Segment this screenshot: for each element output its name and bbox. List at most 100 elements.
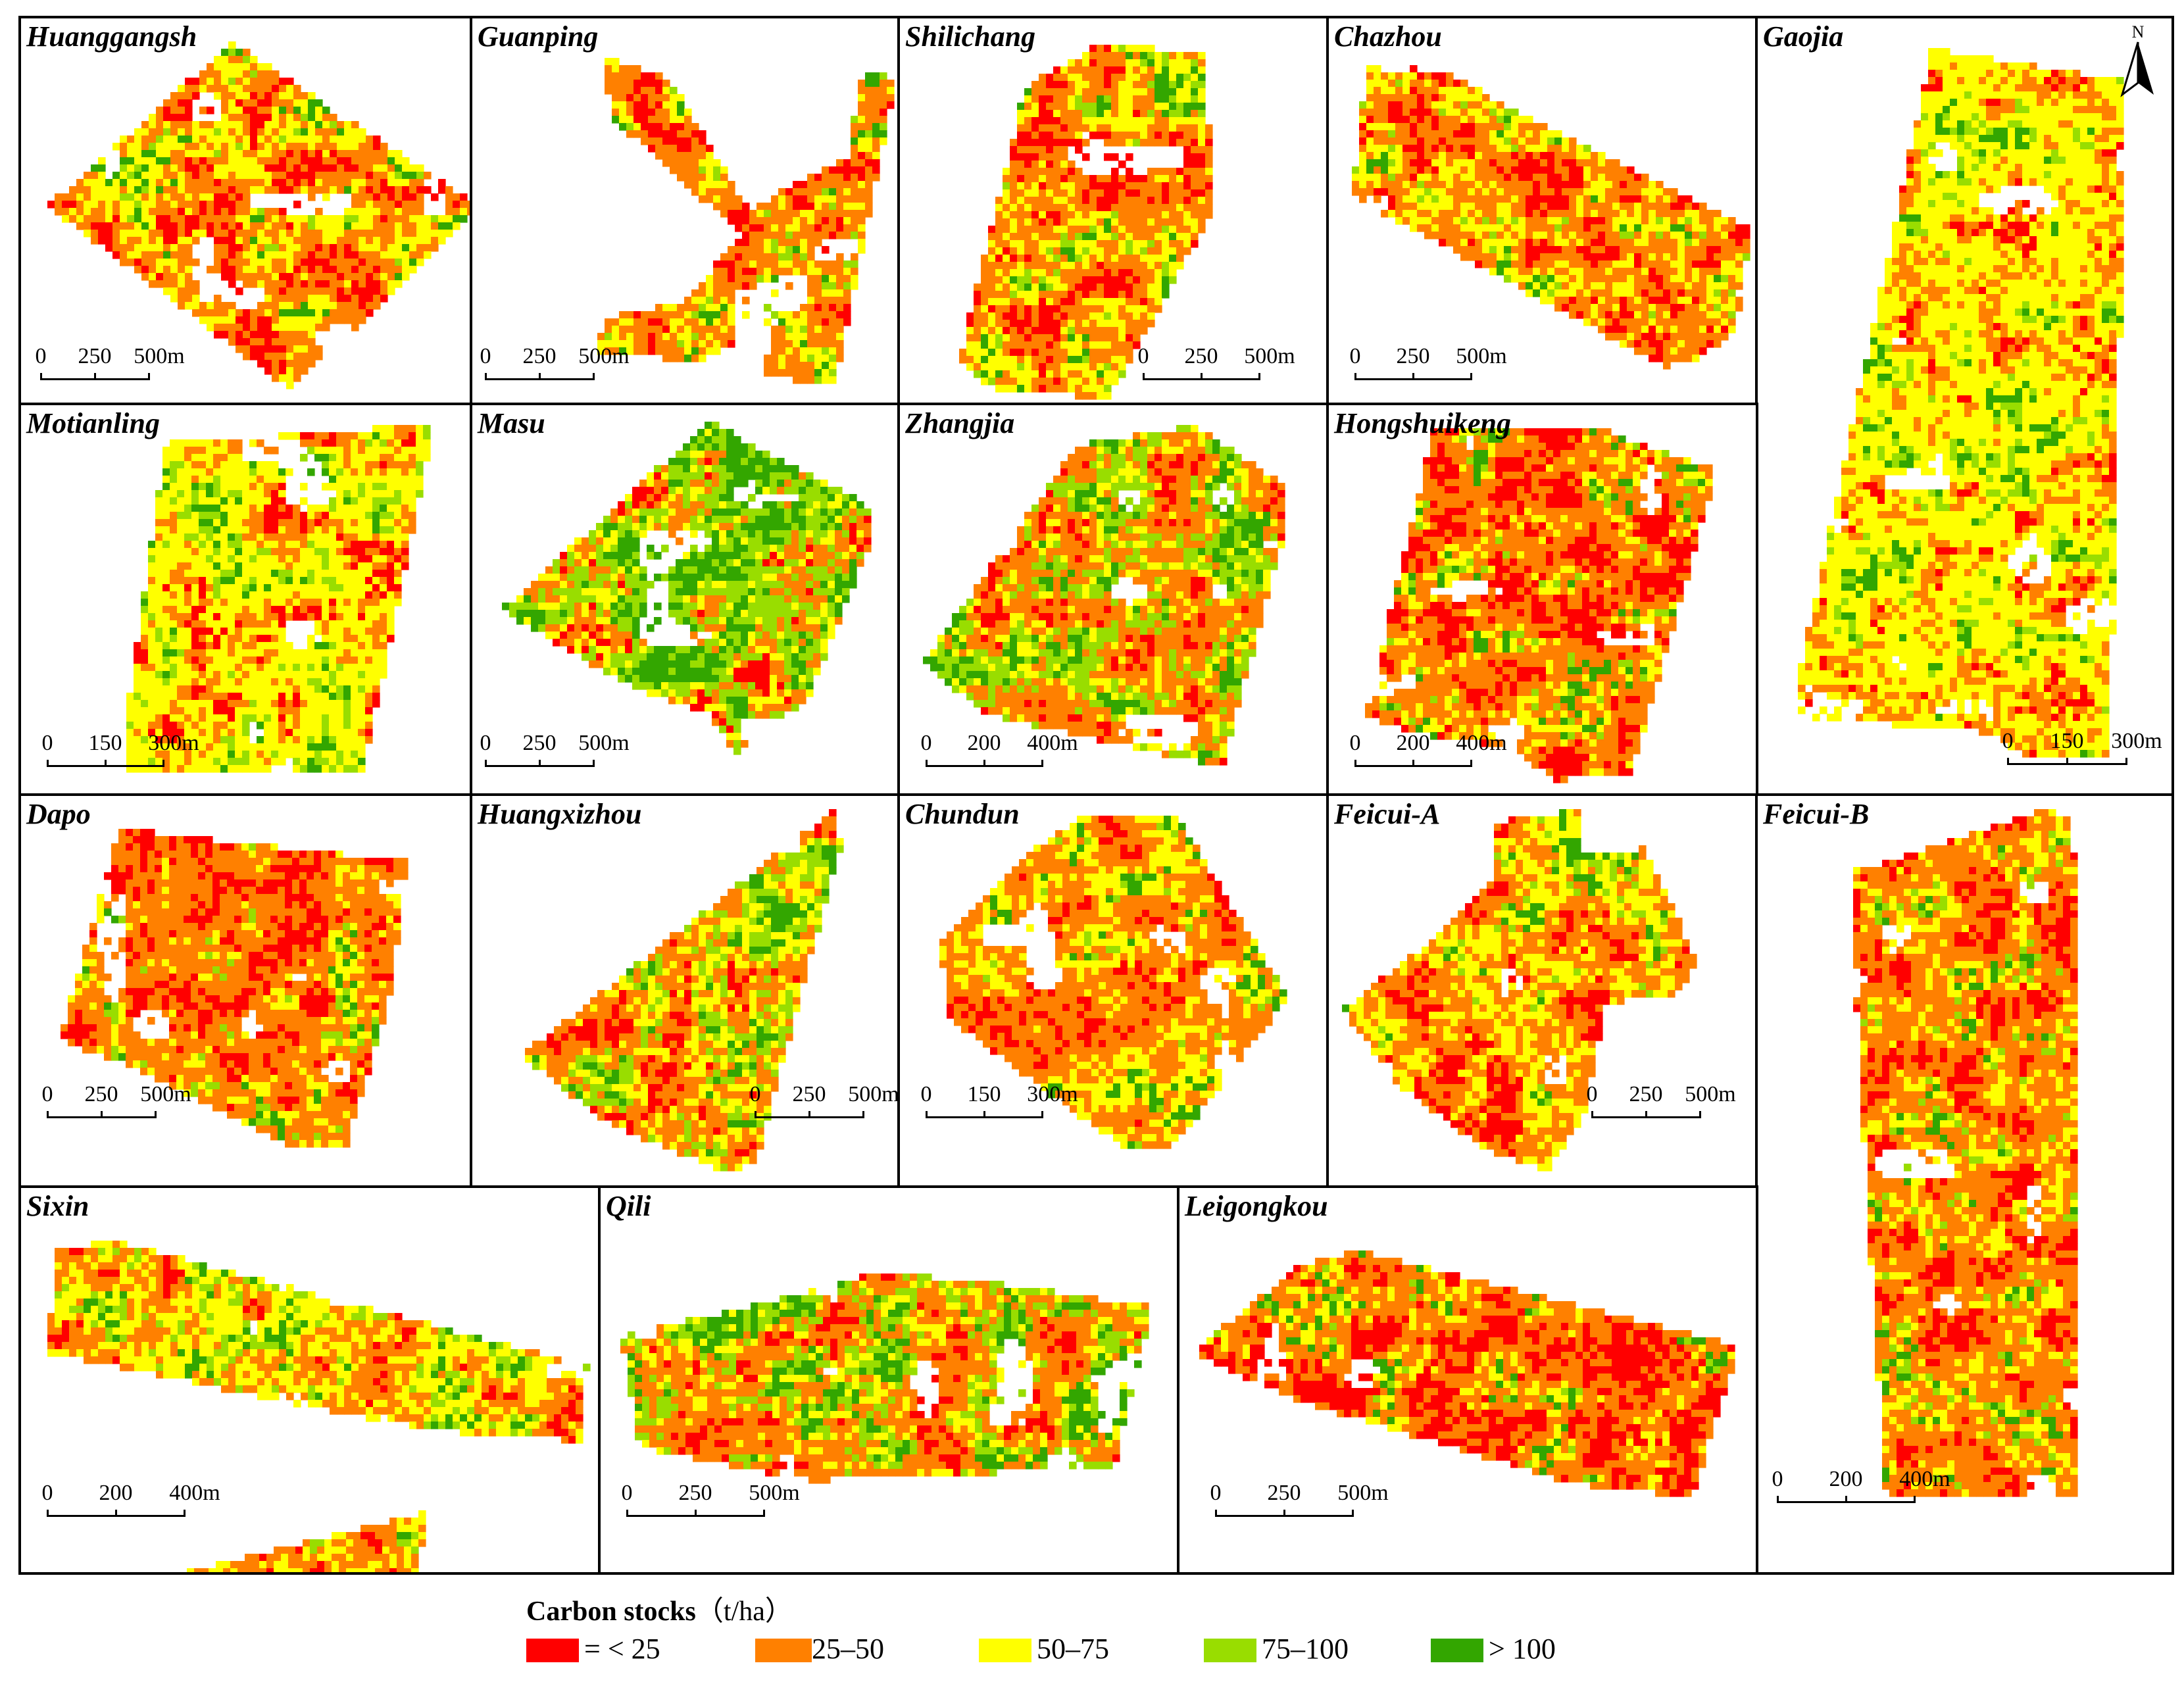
scale-bar-label: 0 <box>1210 1481 1222 1506</box>
carbon-stock-raster <box>597 58 895 384</box>
scale-bar-label: 0 <box>1138 344 1149 369</box>
scale-bar-mark <box>983 1111 985 1118</box>
site-title: Feicui-B <box>1763 797 1869 831</box>
scale-bar-label: 0 <box>921 1082 932 1107</box>
carbon-stock-raster <box>47 41 470 389</box>
scale-bar-label: 0 <box>2002 729 2014 754</box>
scale-bar: 0 250 500m <box>1210 1481 1392 1533</box>
north-label: N <box>2118 22 2158 42</box>
legend-swatch <box>1204 1639 1256 1662</box>
scale-bar-mark <box>808 1111 810 1118</box>
carbon-stock-raster <box>1199 1250 1735 1497</box>
scale-bar-label: 500m <box>848 1082 897 1107</box>
scale-bar-mark <box>626 1510 628 1517</box>
scale-bar-mark <box>1412 760 1414 767</box>
scale-bar-mark <box>1041 760 1043 767</box>
map-panel-feicui-a: Feicui-A 0 250 500m <box>1326 793 1758 1188</box>
scale-bar-mark <box>862 1111 864 1118</box>
scale-bar-label: 0 <box>750 1082 761 1107</box>
scale-bar-mark <box>1352 1510 1354 1517</box>
scale-bar-mark <box>1699 1111 1701 1118</box>
scale-bar: 0 200 400m <box>1772 1467 1954 1520</box>
scale-bar-mark <box>763 1510 765 1517</box>
scale-bar-mark <box>1215 1510 1217 1517</box>
legend-swatch <box>755 1639 812 1662</box>
carbon-stock-raster <box>923 425 1285 766</box>
map-panel-shilichang: Shilichang 0 250 500m <box>897 16 1329 405</box>
scale-bar-label: 250 <box>1629 1082 1663 1107</box>
scale-bar-mark <box>1845 1496 1847 1503</box>
scale-bar-label: 0 <box>921 731 932 756</box>
map-panel-feicui-b: Feicui-B 0 200 400m <box>1755 793 2174 1575</box>
scale-bar-label: 200 <box>1397 731 1430 756</box>
scale-bar-mark <box>593 760 595 767</box>
scale-bar: 0 200 400m <box>1350 731 1510 783</box>
scale-bar-mark <box>1470 760 1472 767</box>
legend-label: > 100 <box>1489 1632 1556 1666</box>
map-panel-huangxizhou: Huangxizhou 0 250 500m <box>470 793 900 1188</box>
scale-bar-label: 400m <box>1456 731 1506 756</box>
scale-bar: 0 250 500m <box>480 344 633 397</box>
carbon-stock-raster <box>1853 809 2078 1497</box>
site-title: Qili <box>606 1189 651 1223</box>
scale-bar-label: 0 <box>480 731 491 756</box>
scale-bar-label: 250 <box>523 731 557 756</box>
scale-bar-label: 500m <box>749 1481 799 1506</box>
map-panel-huanggangsh: Huanggangsh 0 250 500m <box>18 16 472 405</box>
map-panel-zhangjia: Zhangjia 0 200 400m <box>897 403 1329 796</box>
scale-bar: 0 150 300m <box>921 1082 1081 1135</box>
scale-bar-label: 0 <box>1772 1467 1783 1492</box>
scale-bar: 0 200 400m <box>42 1481 224 1533</box>
scale-bar-label: 0 <box>36 344 47 369</box>
site-title: Gaojia <box>1763 20 1843 53</box>
scale-bar-label: 0 <box>1350 731 1361 756</box>
map-fragment <box>187 1510 426 1572</box>
scale-bar-label: 250 <box>1268 1481 1301 1506</box>
carbon-stock-raster <box>502 422 872 755</box>
scale-bar-label: 300m <box>1027 1082 1078 1107</box>
scale-bar-mark <box>1777 1496 1779 1503</box>
carbon-stock-raster <box>126 425 431 773</box>
scale-bar-mark <box>2007 758 2009 765</box>
scale-bar-label: 250 <box>1185 344 1218 369</box>
map-panel-sixin: Sixin 0 200 400m <box>18 1185 601 1575</box>
scale-bar-mark <box>94 373 96 380</box>
map-panel-motianling: Motianling 0 150 300m <box>18 403 472 796</box>
site-title: Zhangjia <box>905 407 1014 440</box>
scale-bar-label: 400m <box>169 1481 220 1506</box>
map-panel-masu: Masu 0 250 500m <box>470 403 900 796</box>
carbon-stock-raster <box>47 1241 591 1444</box>
scale-bar-mark <box>101 1111 103 1118</box>
carbon-stock-raster <box>959 45 1213 400</box>
scale-bar-mark <box>1470 373 1472 380</box>
map-panel-guanping: Guanping 0 250 500m <box>470 16 900 405</box>
scale-bar-mark <box>1283 1510 1285 1517</box>
scale-bar-label: 0 <box>42 731 53 756</box>
scale-bar-label: 250 <box>1397 344 1430 369</box>
legend-label: 25–50 <box>812 1632 884 1666</box>
scale-bar-label: 250 <box>85 1082 118 1107</box>
scale-bar-mark <box>1143 373 1145 380</box>
scale-bar-mark <box>2066 758 2068 765</box>
scale-bar: 0 250 500m <box>480 731 633 783</box>
site-title: Sixin <box>26 1189 89 1223</box>
scale-bar-mark <box>115 1510 117 1517</box>
carbon-stock-raster <box>1342 809 1697 1172</box>
legend-label: 75–100 <box>1262 1632 1349 1666</box>
carbon-stock-raster <box>620 1274 1149 1484</box>
site-title: Hongshuikeng <box>1334 407 1511 440</box>
scale-bar-label: 400m <box>1899 1467 1950 1492</box>
scale-bar: 0 250 500m <box>1350 344 1510 397</box>
scale-bar-mark <box>47 1111 49 1118</box>
scale-bar-mark <box>485 373 487 380</box>
scale-bar-mark <box>1201 373 1203 380</box>
legend-unit: （t/ha） <box>696 1596 793 1627</box>
scale-bar-label: 250 <box>679 1481 712 1506</box>
scale-bar-label: 500m <box>578 344 629 369</box>
site-title: Feicui-A <box>1334 797 1440 831</box>
north-arrow-icon: N <box>2118 22 2158 97</box>
scale-bar-mark <box>1258 373 1260 380</box>
scale-bar-label: 500m <box>578 731 629 756</box>
scale-bar-mark <box>755 1111 757 1118</box>
scale-bar-mark <box>1412 373 1414 380</box>
